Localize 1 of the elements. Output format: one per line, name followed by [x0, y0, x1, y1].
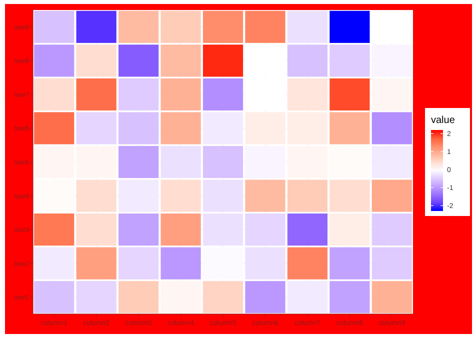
color-bar-title: value: [431, 115, 456, 126]
